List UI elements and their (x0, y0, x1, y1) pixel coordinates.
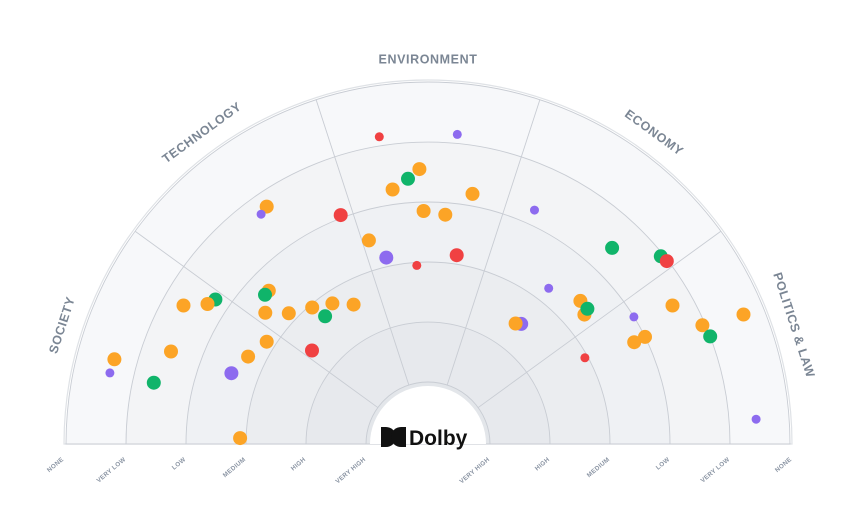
radar-point-orange (627, 335, 642, 350)
radar-point-purple (452, 129, 462, 139)
radar-point-red (580, 353, 590, 363)
dolby-double-d-icon (381, 427, 406, 447)
radar-point-orange (508, 316, 523, 331)
sector-divider (446, 99, 541, 386)
radar-point-green (318, 309, 333, 324)
ring-label: HIGH (534, 456, 552, 472)
radar-point-orange (164, 344, 178, 359)
radar-points (105, 129, 761, 446)
radar-point-orange (416, 204, 431, 218)
radar-point-orange (259, 199, 274, 214)
ring-label: VERY HIGH (458, 456, 491, 485)
radar-point-green (703, 329, 718, 344)
radar-point-purple (751, 414, 761, 424)
radar-point-red (333, 208, 348, 223)
ring-labels: NONE NONE VERY LOW VERY LOW LOW LOW MEDIUM MEDI… (46, 456, 793, 485)
radar-point-orange (361, 233, 376, 248)
ring-label: NONE (774, 456, 793, 474)
ring-label: VERY LOW (95, 456, 127, 484)
radar-point-orange (665, 298, 680, 313)
ring-label: LOW (655, 456, 671, 471)
radar-point-orange (438, 207, 453, 222)
ring-label: HIGH (290, 456, 308, 472)
radar-point-orange (241, 349, 256, 364)
radar-point-purple (105, 368, 115, 378)
radar-point-green (605, 240, 620, 255)
radar-point-orange (305, 300, 320, 315)
ring-label: VERY LOW (699, 456, 731, 484)
sector-label: ENVIRONMENT (379, 52, 478, 66)
logo-text: Dolby (409, 427, 468, 450)
ring-label: MEDIUM (586, 456, 611, 479)
radar-point-purple (224, 366, 239, 381)
radar-point-green (146, 375, 161, 390)
radar-point-orange (465, 186, 480, 201)
radar-point-orange (325, 296, 340, 311)
sector-divider (477, 230, 722, 408)
radar-point-purple (379, 250, 394, 265)
radar-point-orange (107, 352, 122, 367)
radar-point-red (305, 343, 319, 358)
ring-label: VERY HIGH (334, 456, 367, 485)
radar-point-green (401, 171, 415, 186)
radar-point-red (412, 260, 422, 270)
radar-point-orange (259, 334, 274, 349)
ring-label: MEDIUM (222, 456, 247, 479)
radar-point-green (258, 287, 272, 302)
ring-label: LOW (171, 456, 187, 471)
sector-divider (134, 230, 379, 408)
radar-point-purple (629, 312, 639, 322)
sector-label: SOCIETY (46, 295, 78, 356)
ring-label: NONE (46, 456, 65, 474)
radar-point-orange (385, 182, 400, 197)
radar-point-purple (544, 283, 554, 293)
radar-point-orange (695, 318, 710, 333)
radar-point-orange (176, 298, 191, 313)
radar-point-purple (530, 205, 539, 215)
radar-point-orange (233, 431, 248, 446)
radar-point-green (580, 301, 595, 316)
radar-point-red (659, 254, 674, 269)
dolby-logo: Dolby (370, 386, 486, 450)
radar-point-orange (281, 306, 296, 321)
radar-point-orange (258, 305, 273, 320)
radar-point-red (449, 248, 464, 263)
radar-point-orange (346, 297, 361, 312)
radar-point-orange (638, 329, 652, 344)
radar-point-orange (412, 162, 427, 177)
radar-point-orange (736, 307, 751, 322)
radar-point-red (374, 132, 384, 142)
radar-point-purple (256, 209, 266, 219)
radar-point-orange (200, 297, 215, 311)
